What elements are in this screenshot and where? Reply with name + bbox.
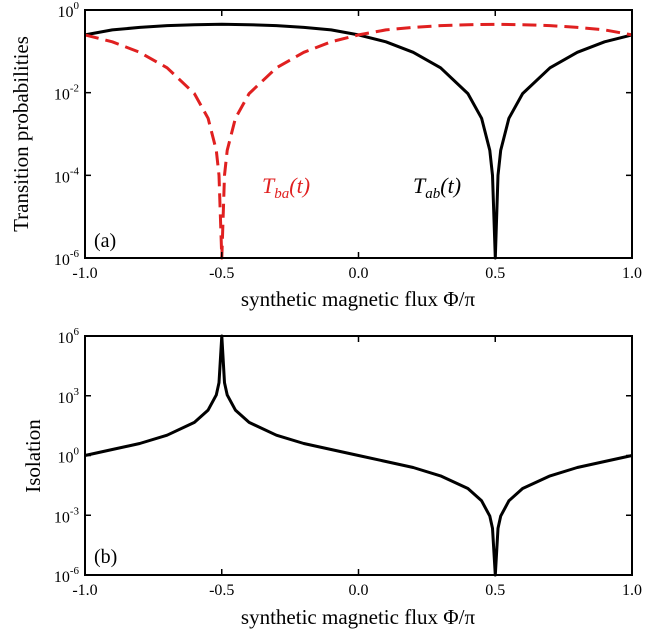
panel-b-xlabel: synthetic magnetic flux Φ/π: [241, 605, 476, 629]
panel-b-series-0-line: [84, 334, 633, 577]
panel-a-series-0-line: [84, 22, 633, 260]
panel-a-curves: [84, 22, 633, 260]
panel-a-x-tick-label: -1.0: [72, 265, 97, 282]
panel-b-curves: [84, 334, 633, 577]
panel-a-series-1-line: [84, 22, 633, 260]
panel-b-tag: (b): [94, 546, 117, 568]
panel-a-ylabel: Transition probabilities: [9, 36, 33, 232]
panel-a-frame: [84, 9, 633, 259]
panel-b-x-tick-label: -0.5: [209, 582, 234, 599]
panel-a-y-tick-label: 100: [58, 0, 80, 21]
tba-series-label: Tba(t): [262, 173, 310, 202]
panel-b-x-tick-label: 0.5: [485, 582, 505, 599]
panel-a: -1.0 -0.5 0.0 0.5 1.0 100 10-2 10-4 10-6 (a) Tba…: [9, 0, 642, 311]
panel-a-x-tick-label: 0.0: [349, 265, 369, 282]
panel-b-x-tick-label: 1.0: [622, 582, 642, 599]
panel-a-y-tick-label: 10-4: [54, 165, 80, 186]
panel-b-y-tick-label: 106: [58, 326, 80, 347]
panel-a-x-tick-label: 0.5: [485, 265, 505, 282]
panel-b: -1.0 -0.5 0.0 0.5 1.0 106 103 100 10-3 10-6 (b) s…: [21, 326, 642, 629]
panel-b-x-tick-label: -1.0: [72, 582, 97, 599]
panel-a-y-tick-label: 10-6: [54, 248, 80, 269]
panel-b-y-tick-label: 10-6: [54, 565, 80, 586]
panel-a-y-tick-label: 10-2: [54, 83, 79, 104]
panel-b-y-tick-label: 100: [58, 446, 80, 467]
tab-series-label: Tab(t): [413, 173, 461, 202]
panel-a-x-tick-label: 1.0: [622, 265, 642, 282]
panel-b-ylabel: Isolation: [21, 419, 45, 493]
panel-a-xlabel: synthetic magnetic flux Φ/π: [241, 287, 476, 311]
panel-b-ticks: -1.0 -0.5 0.0 0.5 1.0 106 103 100 10-3 10-6: [54, 326, 642, 599]
panel-a-ticks: -1.0 -0.5 0.0 0.5 1.0 100 10-2 10-4 10-6: [54, 0, 642, 282]
panel-a-tag: (a): [94, 230, 116, 252]
panel-b-x-tick-label: 0.0: [349, 582, 369, 599]
panel-b-y-tick-label: 103: [58, 386, 80, 407]
panel-a-x-tick-label: -0.5: [209, 265, 234, 282]
panel-b-y-tick-label: 10-3: [54, 505, 80, 526]
